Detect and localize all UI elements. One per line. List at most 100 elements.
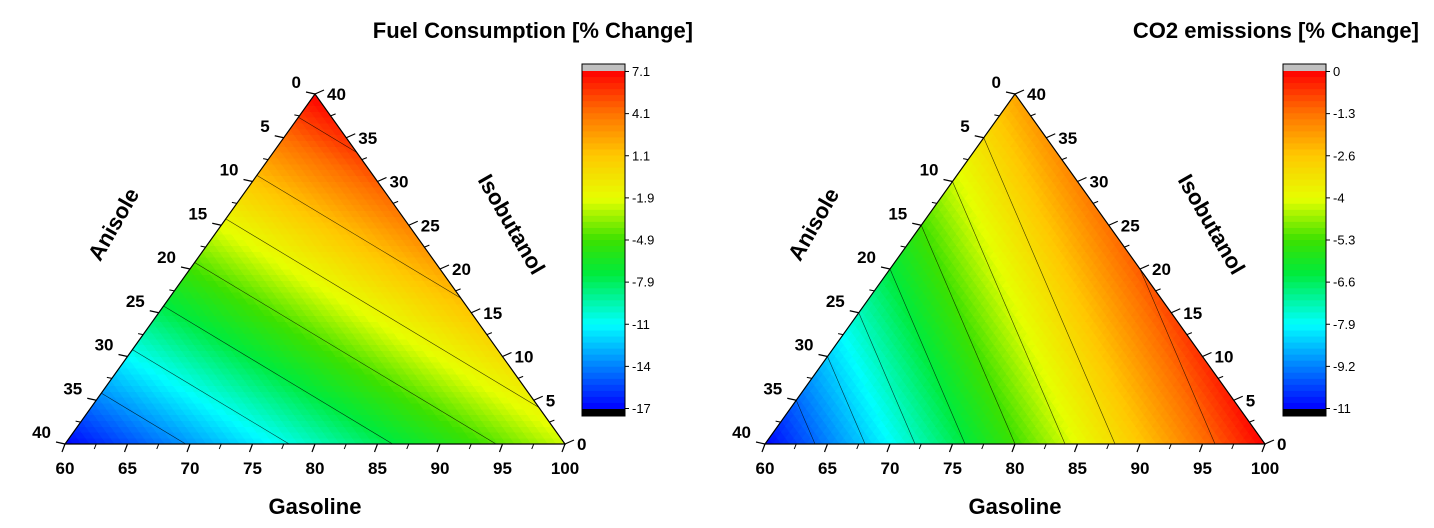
- right-axis-title: Isobutanol: [473, 170, 550, 279]
- right-tick-label: 40: [327, 85, 346, 104]
- bottom-minor-tick: [468, 443, 472, 450]
- colorbar-step: [582, 209, 625, 217]
- colorbar-step: [582, 173, 625, 181]
- left-tick: [87, 397, 97, 401]
- right-tick-label: 20: [452, 260, 471, 279]
- colorbar-step: [582, 179, 625, 187]
- bottom-tick-label: 70: [181, 459, 200, 478]
- bottom-tick: [436, 443, 441, 453]
- left-tick: [149, 310, 159, 314]
- right-tick-label: 25: [421, 216, 440, 235]
- colorbar-step: [582, 282, 625, 289]
- right-tick: [377, 176, 387, 183]
- left-tick-label: 30: [95, 336, 114, 355]
- left-tick-label: 0: [292, 73, 301, 92]
- colorbar-tick-label: 1.1: [632, 148, 650, 163]
- colorbar-step: [582, 300, 625, 307]
- colorbar-step: [582, 342, 625, 350]
- contour-fill: [64, 93, 566, 445]
- left-minor-tick: [169, 289, 175, 292]
- right-tick: [564, 439, 575, 445]
- colorbar-step: [582, 155, 625, 163]
- bottom-tick-label: 80: [306, 459, 325, 478]
- left-tick-label: 5: [260, 117, 269, 136]
- colorbar-tick-label: 7.1: [632, 64, 650, 79]
- right-minor-tick: [486, 332, 493, 336]
- colorbar-step: [582, 270, 625, 277]
- right-tick-label: 0: [577, 435, 586, 454]
- colorbar-tick-label: -7.9: [632, 275, 654, 290]
- bottom-tick-label: 75: [243, 459, 262, 478]
- right-minor-tick: [517, 375, 524, 379]
- right-tick: [471, 308, 481, 314]
- colorbar-step: [582, 143, 625, 150]
- chart-title: Fuel Consumption [% Change]: [373, 18, 693, 43]
- colorbar-tick-label: 4.1: [632, 106, 650, 121]
- colorbar-step: [582, 294, 625, 301]
- bottom-tick: [186, 443, 191, 453]
- colorbar-step: [582, 312, 625, 319]
- left-tick: [305, 91, 316, 95]
- colorbar-step: [582, 318, 625, 325]
- right-tick-label: 10: [515, 348, 534, 367]
- bottom-tick: [123, 443, 129, 453]
- bottom-tick: [373, 443, 379, 453]
- colorbar-step: [582, 191, 625, 199]
- bottom-tick-label: 90: [431, 459, 450, 478]
- colorbar-tick-label: -4.9: [632, 233, 654, 248]
- colorbar-step: [582, 119, 625, 126]
- right-tick-label: 35: [358, 129, 377, 148]
- right-tick: [346, 133, 356, 139]
- ternary-panel-1: 60 65 70 75 80 85 90 95 100051015202530354005101…: [32, 18, 693, 519]
- colorbar-step: [582, 203, 625, 211]
- colorbar-step: [582, 107, 625, 114]
- left-tick-label: 15: [188, 204, 207, 223]
- colorbar-step: [582, 125, 625, 132]
- colorbar-step: [582, 197, 625, 205]
- colorbar-step: [582, 390, 625, 398]
- colorbar-step: [582, 348, 625, 356]
- colorbar-step: [582, 221, 625, 229]
- right-tick: [502, 351, 512, 358]
- bottom-minor-tick: [406, 443, 410, 450]
- right-tick: [439, 264, 450, 270]
- colorbar-tick-label: -14: [632, 359, 651, 374]
- colorbar-step: [582, 167, 625, 175]
- right-minor-tick: [424, 244, 430, 248]
- bottom-tick-label: 100: [551, 459, 579, 478]
- colorbar-step: [582, 366, 625, 374]
- colorbar-step: [582, 233, 625, 241]
- right-tick: [533, 395, 543, 401]
- colorbar-step: [582, 240, 625, 247]
- right-minor-tick: [330, 113, 336, 117]
- left-tick-label: 40: [32, 423, 51, 442]
- colorbar-step: [582, 246, 625, 253]
- ternary-panel-2: 60 65 70 75 80 85 90 95 100051015202530354005101…: [732, 18, 1419, 519]
- colorbar-tick-label: -1.9: [632, 190, 654, 205]
- colorbar-step: [582, 227, 625, 235]
- right-minor-tick: [361, 157, 368, 161]
- left-tick: [243, 178, 253, 183]
- right-tick: [314, 89, 325, 95]
- contour-fill: [764, 93, 1266, 445]
- colorbar-step: [582, 95, 625, 102]
- bottom-tick-label: 60: [56, 459, 75, 478]
- colorbar-step: [582, 137, 625, 144]
- colorbar-step: [582, 161, 625, 169]
- left-tick-label: 10: [220, 161, 239, 180]
- colorbar-over-swatch: [582, 64, 625, 71]
- colorbar-step: [582, 71, 625, 78]
- left-minor-tick: [200, 245, 206, 248]
- right-tick: [408, 220, 418, 226]
- colorbar-step: [582, 306, 625, 313]
- left-minor-tick: [75, 420, 81, 423]
- colorbar-step: [582, 288, 625, 295]
- colorbar-step: [582, 101, 625, 108]
- colorbar-step: [582, 402, 625, 410]
- colorbar-step: [582, 360, 625, 368]
- bottom-tick-label: 65: [118, 459, 137, 478]
- bottom-axis-title: Gasoline: [269, 494, 362, 519]
- bottom-minor-tick: [343, 443, 347, 450]
- right-minor-tick: [549, 419, 555, 423]
